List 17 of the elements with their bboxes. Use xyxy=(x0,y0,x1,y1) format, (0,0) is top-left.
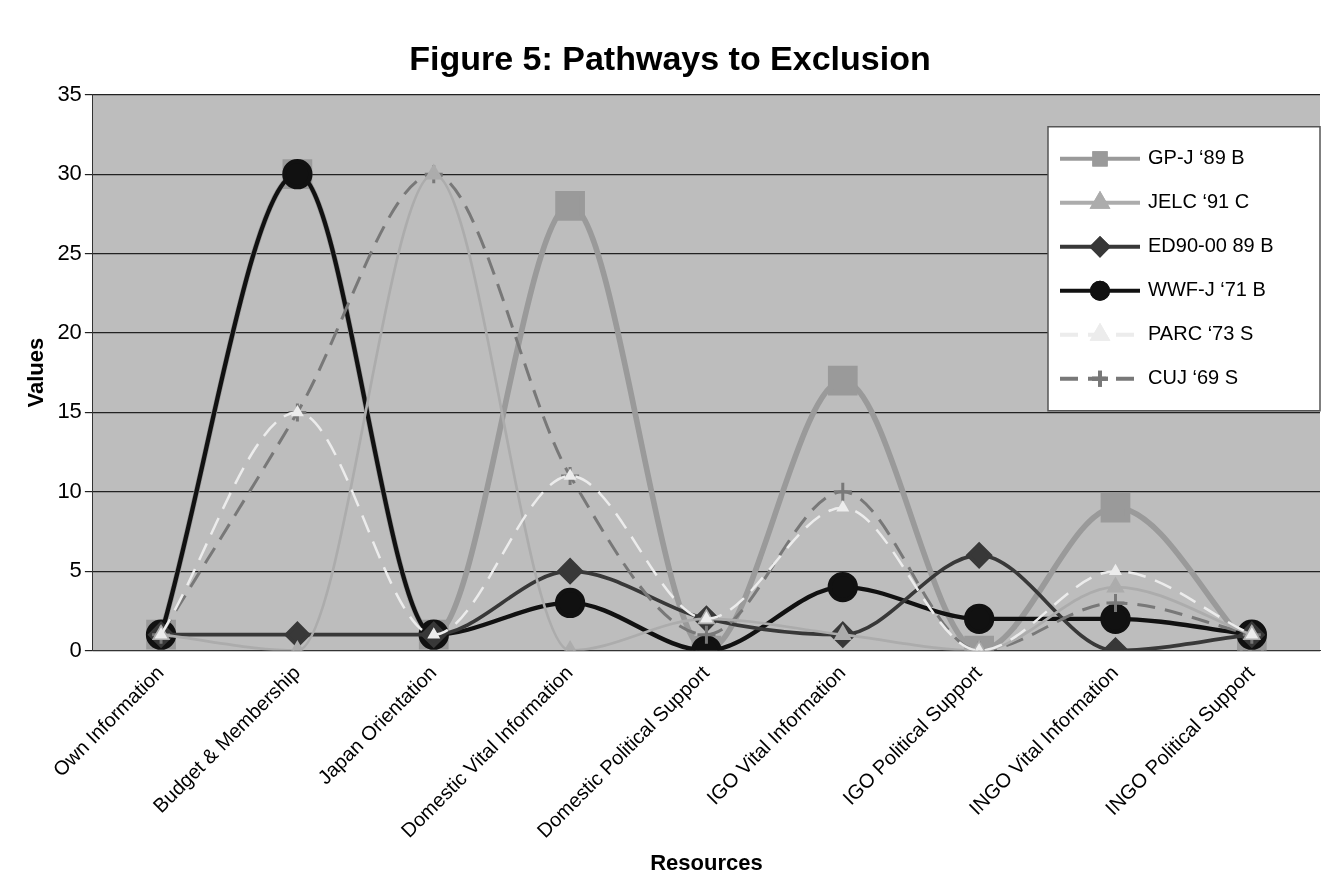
y-tick-label: 0 xyxy=(69,636,82,662)
y-tick-label: 20 xyxy=(57,319,82,345)
y-axis-title: Values xyxy=(23,337,49,408)
chart-title: Figure 5: Pathways to Exclusion xyxy=(409,38,931,77)
legend-label: GP-J ‘89 B xyxy=(1148,146,1245,169)
legend-label: WWF-J ‘71 B xyxy=(1148,278,1266,301)
y-tick-label: 10 xyxy=(57,477,82,503)
legend-label: ED90-00 89 B xyxy=(1148,234,1274,257)
y-tick-label: 35 xyxy=(57,80,82,106)
y-tick-label: 15 xyxy=(57,398,82,424)
y-tick-label: 30 xyxy=(57,160,82,186)
y-tick-label: 5 xyxy=(69,557,82,583)
x-axis-title: Resources xyxy=(650,849,763,875)
legend-label: PARC ‘73 S xyxy=(1148,322,1254,345)
legend-label: JELC ‘91 C xyxy=(1148,190,1250,213)
legend-label: CUJ ‘69 S xyxy=(1148,366,1239,389)
y-tick-label: 25 xyxy=(57,239,82,265)
